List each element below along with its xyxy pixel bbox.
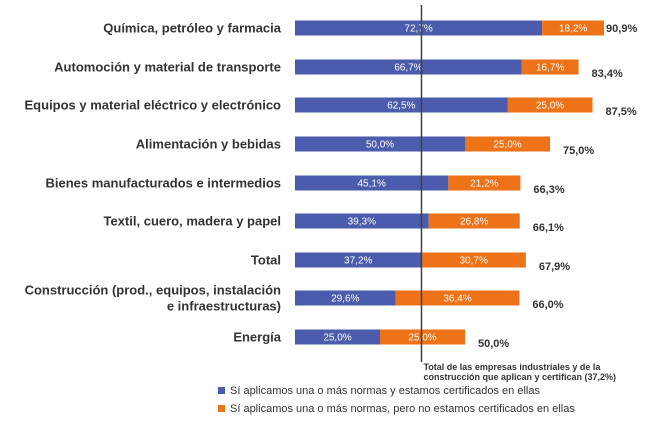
bar-label-certified: 62,5% (387, 101, 415, 112)
bar-not-certified (421, 252, 526, 268)
bar-value-labels: 72,7% 18,2% 66,7% 16,7% 62,5% 25,0% 50,0% 25,0%… (323, 24, 587, 344)
bar-certified (295, 59, 522, 75)
category-labels: Química, petróleo y farmacia Automoción y… (25, 21, 282, 345)
bars (295, 20, 605, 345)
category-label: Textil, cuero, madera y papel (104, 214, 282, 229)
bar-certified (295, 290, 396, 306)
bar-not-certified (395, 290, 520, 306)
bar-label-not-certified: 25,0% (536, 101, 564, 112)
total-labels: 90,9% 83,4% 87,5% 75,0% 66,3% 66,1% 67,9% 66,0%… (478, 23, 637, 350)
bar-label-certified: 45,1% (357, 179, 385, 190)
legend-swatch (218, 387, 225, 394)
reference-note-line: Total de las empresas industriales y de … (423, 362, 601, 372)
category-label: Química, petróleo y farmacia (103, 21, 282, 36)
bar-not-certified (428, 213, 520, 229)
bar-certified (295, 97, 508, 113)
bar-label-not-certified: 36,4% (443, 294, 471, 305)
total-label: 83,4% (592, 68, 623, 80)
bar-label-certified: 72,7% (404, 24, 432, 35)
bar-label-not-certified: 26,8% (460, 217, 488, 228)
category-label: Construcción (prod., equipos, instalació… (25, 283, 281, 314)
bar-label-not-certified: 30,7% (459, 256, 487, 267)
bar-label-certified: 37,2% (344, 256, 372, 267)
legend-label: Sí aplicamos una o más normas y estamos … (230, 385, 540, 397)
total-label: 87,5% (606, 106, 637, 118)
bar-label-certified: 39,3% (348, 217, 376, 228)
bar-certified (295, 329, 380, 345)
total-label: 66,0% (532, 299, 563, 311)
bar-label-certified: 66,7% (394, 63, 422, 74)
bar-not-certified (465, 136, 550, 152)
total-label: 50,0% (478, 338, 509, 350)
bar-label-certified: 29,6% (331, 294, 359, 305)
bar-label-certified: 25,0% (323, 333, 351, 344)
bar-label-not-certified: 16,7% (536, 63, 564, 74)
total-label: 66,1% (533, 222, 564, 234)
category-label: Alimentación y bebidas (136, 137, 281, 152)
bar-certified (295, 252, 422, 268)
reference-note-line: construcción que aplican y certifican (3… (423, 372, 616, 382)
bar-not-certified (521, 59, 579, 75)
category-label: Automoción y material de transporte (54, 60, 281, 75)
reference-line-note: Total de las empresas industriales y de … (423, 362, 616, 382)
total-label: 66,3% (533, 184, 564, 196)
bar-label-not-certified: 18,2% (559, 24, 587, 35)
bar-label-not-certified: 21,2% (470, 179, 498, 190)
category-label: Bienes manufacturados e intermedios (45, 176, 281, 191)
bar-not-certified (542, 20, 605, 36)
bar-label-certified: 50,0% (366, 140, 394, 151)
legend: Sí aplicamos una o más normas y estamos … (218, 385, 575, 415)
bar-not-certified (448, 175, 521, 191)
legend-label: Sí aplicamos una o más normas, pero no e… (230, 403, 575, 415)
bar-not-certified (507, 97, 593, 113)
bar-label-not-certified: 25,0% (493, 140, 521, 151)
total-label: 90,9% (606, 23, 637, 35)
total-label: 75,0% (563, 145, 594, 157)
bar-certified (295, 136, 465, 152)
bar-certified (295, 213, 429, 229)
bar-not-certified (380, 329, 465, 345)
legend-swatch (218, 405, 225, 412)
category-label: Total (251, 253, 281, 268)
bar-certified (295, 20, 543, 36)
total-label: 67,9% (539, 261, 570, 273)
category-label: Equipos y material eléctrico y electróni… (25, 98, 282, 113)
bar-certified (295, 175, 449, 191)
category-label: Energía (233, 330, 281, 345)
bar-label-not-certified: 25,0% (408, 333, 436, 344)
